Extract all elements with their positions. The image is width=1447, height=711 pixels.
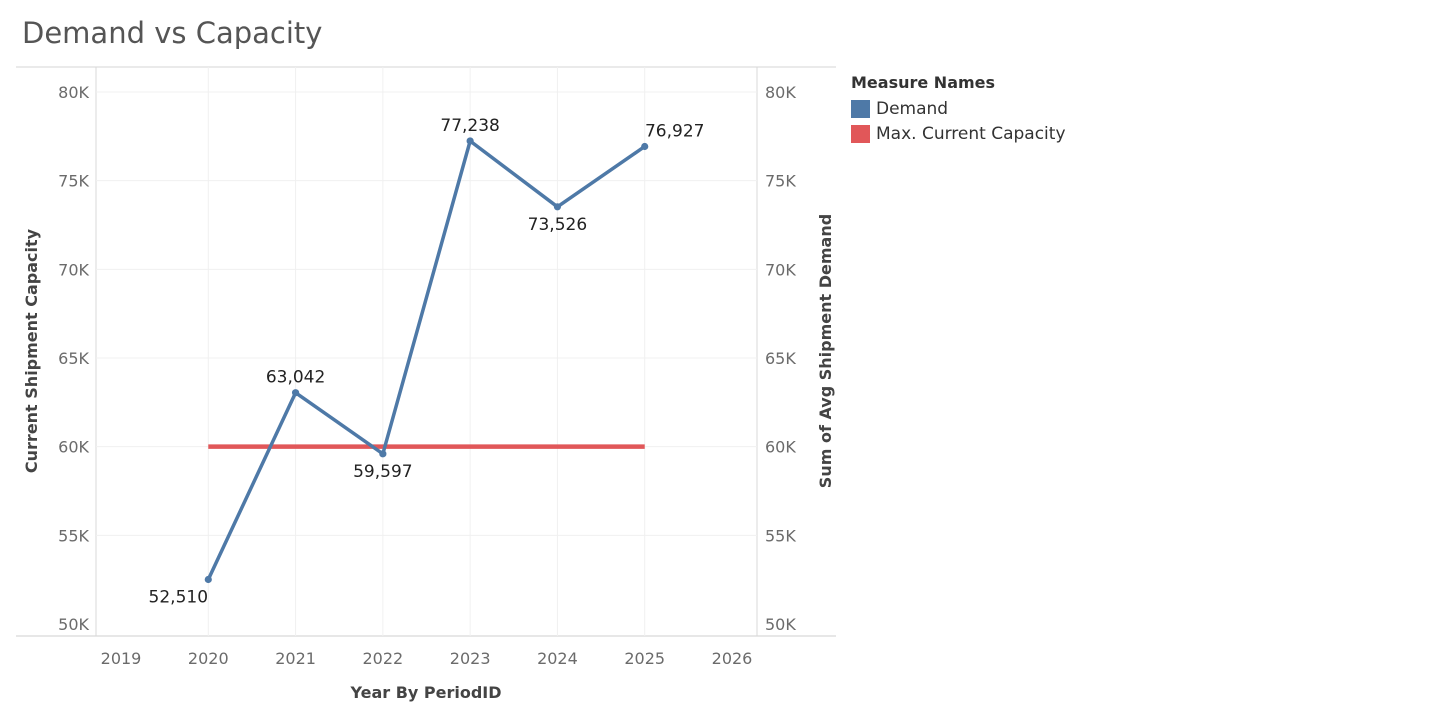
demand-point xyxy=(204,575,212,584)
demand-point xyxy=(553,203,562,211)
left-y-tick-label: 80K xyxy=(58,83,89,102)
right-y-axis-title: Sum of Avg Shipment Demand xyxy=(816,214,835,488)
x-tick-label: 2021 xyxy=(275,649,316,668)
x-tick-label: 2023 xyxy=(450,649,491,668)
demand-data-label: 52,510 xyxy=(149,587,208,607)
right-y-tick-label: 50K xyxy=(765,615,796,634)
demand-data-label: 59,597 xyxy=(353,462,412,482)
left-y-tick-label: 65K xyxy=(58,349,89,368)
legend-item-demand[interactable]: Demand xyxy=(851,96,1066,121)
legend-item-capacity[interactable]: Max. Current Capacity xyxy=(851,121,1066,146)
x-tick-label: 2025 xyxy=(624,649,665,668)
demand-point xyxy=(379,450,387,458)
left-y-tick-label: 70K xyxy=(58,260,89,279)
demand-point xyxy=(641,142,649,151)
demand-data-label: 77,238 xyxy=(440,116,499,136)
left-y-tick-label: 55K xyxy=(58,526,89,545)
demand-line xyxy=(206,139,647,582)
legend-label-capacity: Max. Current Capacity xyxy=(876,123,1066,144)
demand-data-label: 73,526 xyxy=(528,215,587,235)
left-y-ticks: 50K 55K 60K 65K 70K 75K 80K xyxy=(58,83,89,634)
series-layer xyxy=(204,137,649,584)
right-y-ticks: 50K 55K 60K 65K 70K 75K 80K xyxy=(765,83,796,634)
x-tick-label: 2026 xyxy=(712,649,753,668)
left-y-tick-label: 50K xyxy=(58,615,89,634)
right-y-tick-label: 60K xyxy=(765,438,796,457)
demand-data-label: 63,042 xyxy=(266,368,325,388)
x-tick-label: 2019 xyxy=(101,649,142,668)
x-axis-title: Year By PeriodID xyxy=(349,683,501,702)
demand-data-label: 76,927 xyxy=(645,121,704,141)
legend-title: Measure Names xyxy=(851,73,996,92)
right-y-tick-label: 70K xyxy=(765,260,796,279)
right-y-tick-label: 80K xyxy=(765,83,796,102)
left-y-axis-title: Current Shipment Capacity xyxy=(22,228,41,473)
x-tick-label: 2020 xyxy=(188,649,229,668)
legend-swatch-demand xyxy=(851,99,870,118)
right-y-tick-label: 65K xyxy=(765,349,796,368)
demand-point xyxy=(291,389,300,397)
right-y-tick-label: 75K xyxy=(765,172,796,191)
chart-title: Demand vs Capacity xyxy=(22,16,323,50)
x-tick-label: 2024 xyxy=(537,649,578,668)
x-tick-label: 2022 xyxy=(362,649,403,668)
left-y-tick-label: 75K xyxy=(58,172,89,191)
data-labels: 52,510 63,042 59,597 77,238 73,526 76,927 xyxy=(149,116,705,608)
demand-point xyxy=(466,137,474,145)
gridlines xyxy=(96,67,757,636)
legend: Measure Names Demand Max. Current Capaci… xyxy=(851,73,1066,146)
x-ticks: 2019 2020 2021 2022 2023 2024 2025 2026 xyxy=(101,649,753,668)
legend-label-demand: Demand xyxy=(876,98,949,119)
legend-swatch-capacity xyxy=(851,124,870,143)
left-y-tick-label: 60K xyxy=(58,438,89,457)
chart-frame xyxy=(16,66,836,637)
right-y-tick-label: 55K xyxy=(765,526,796,545)
